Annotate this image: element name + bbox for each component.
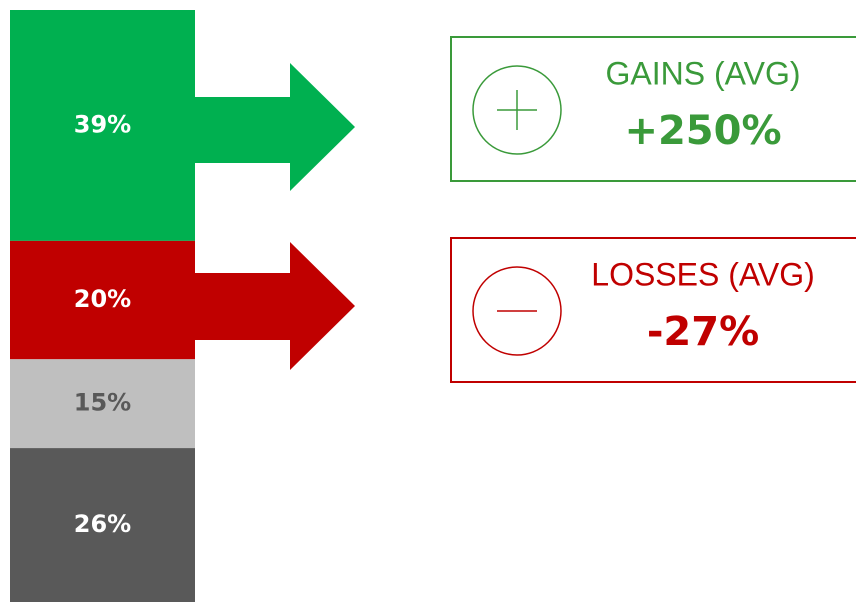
callout-icon bbox=[472, 65, 562, 155]
bar-segment bbox=[10, 240, 195, 360]
callout-box bbox=[450, 36, 856, 182]
callout-box bbox=[450, 237, 856, 383]
annotations: GAINS (AVG) +250% LOSSES (AVG) -27% bbox=[450, 36, 856, 383]
callout-title: LOSSES (AVG) bbox=[591, 256, 814, 292]
callout-title: GAINS (AVG) bbox=[606, 55, 801, 91]
segment-label: 39% bbox=[74, 110, 131, 138]
stacked-bar: 39% 20% 15% 26% bbox=[10, 10, 195, 602]
bar-segment bbox=[10, 448, 195, 602]
callout-value: +250% bbox=[624, 108, 781, 154]
segment-label: 20% bbox=[74, 285, 131, 313]
callout-value: -27% bbox=[647, 309, 759, 355]
callout-icon bbox=[472, 266, 562, 356]
bar-segment bbox=[10, 10, 195, 241]
segment-label: 15% bbox=[74, 389, 131, 417]
segment-label: 26% bbox=[74, 510, 131, 538]
gain-arrow bbox=[195, 63, 355, 191]
loss-arrow bbox=[195, 242, 355, 370]
bar-segment bbox=[10, 359, 195, 449]
